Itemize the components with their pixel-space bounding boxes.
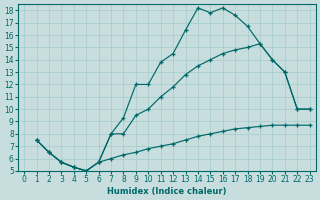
- X-axis label: Humidex (Indice chaleur): Humidex (Indice chaleur): [107, 187, 227, 196]
